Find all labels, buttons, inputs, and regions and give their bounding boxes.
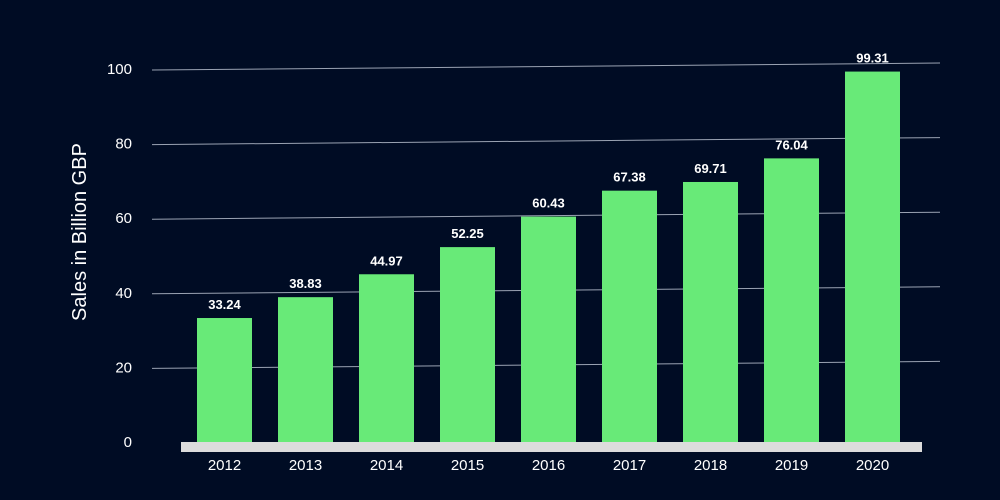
x-tick-label-2012: 2012 xyxy=(208,457,241,474)
x-tick-label-2015: 2015 xyxy=(451,457,484,474)
x-tick-labels: 2012 2013 2014 2015 2016 2017 2018 2019 2020 xyxy=(208,457,889,474)
y-axis-label: Sales in Billion GBP xyxy=(69,143,91,321)
x-tick-label-2017: 2017 xyxy=(613,457,646,474)
value-label-2015: 52.25 xyxy=(451,226,484,241)
y-tick-labels: 0 20 40 60 80 100 xyxy=(107,61,132,451)
grid-line-80 xyxy=(151,137,941,146)
bar-2020 xyxy=(845,71,900,442)
y-tick-label: 100 xyxy=(107,61,132,78)
value-label-2017: 67.38 xyxy=(613,170,646,185)
bar-2018 xyxy=(683,181,738,443)
grid-line-100 xyxy=(151,62,941,71)
x-tick-label-2019: 2019 xyxy=(775,457,808,474)
value-label-2014: 44.97 xyxy=(370,253,403,268)
x-axis-baseline xyxy=(181,442,922,452)
x-tick-label-2020: 2020 xyxy=(856,457,889,474)
value-labels: 33.24 38.83 44.97 52.25 60.43 67.38 69.71 76.04… xyxy=(208,51,889,312)
bar-2017 xyxy=(602,190,657,442)
value-label-2012: 33.24 xyxy=(208,297,241,312)
bar-2012 xyxy=(197,318,252,442)
value-label-2020: 99.31 xyxy=(856,51,889,66)
value-label-2018: 69.71 xyxy=(694,161,727,176)
x-tick-label-2018: 2018 xyxy=(694,457,727,474)
bar-2015 xyxy=(440,247,495,442)
y-tick-label: 40 xyxy=(115,285,132,302)
value-label-2016: 60.43 xyxy=(532,196,565,211)
y-tick-label: 0 xyxy=(124,434,132,451)
x-tick-label-2016: 2016 xyxy=(532,457,565,474)
y-tick-label: 60 xyxy=(115,210,132,227)
bar-2014 xyxy=(359,274,414,442)
value-label-2019: 76.04 xyxy=(775,137,808,152)
bars xyxy=(197,71,900,443)
bar-2013 xyxy=(278,297,333,442)
value-label-2013: 38.83 xyxy=(289,276,322,291)
x-tick-label-2013: 2013 xyxy=(289,457,322,474)
bar-2016 xyxy=(521,216,576,442)
y-tick-label: 80 xyxy=(115,136,132,153)
bar-2019 xyxy=(764,158,819,443)
y-tick-label: 20 xyxy=(115,359,132,376)
x-tick-label-2014: 2014 xyxy=(370,457,403,474)
